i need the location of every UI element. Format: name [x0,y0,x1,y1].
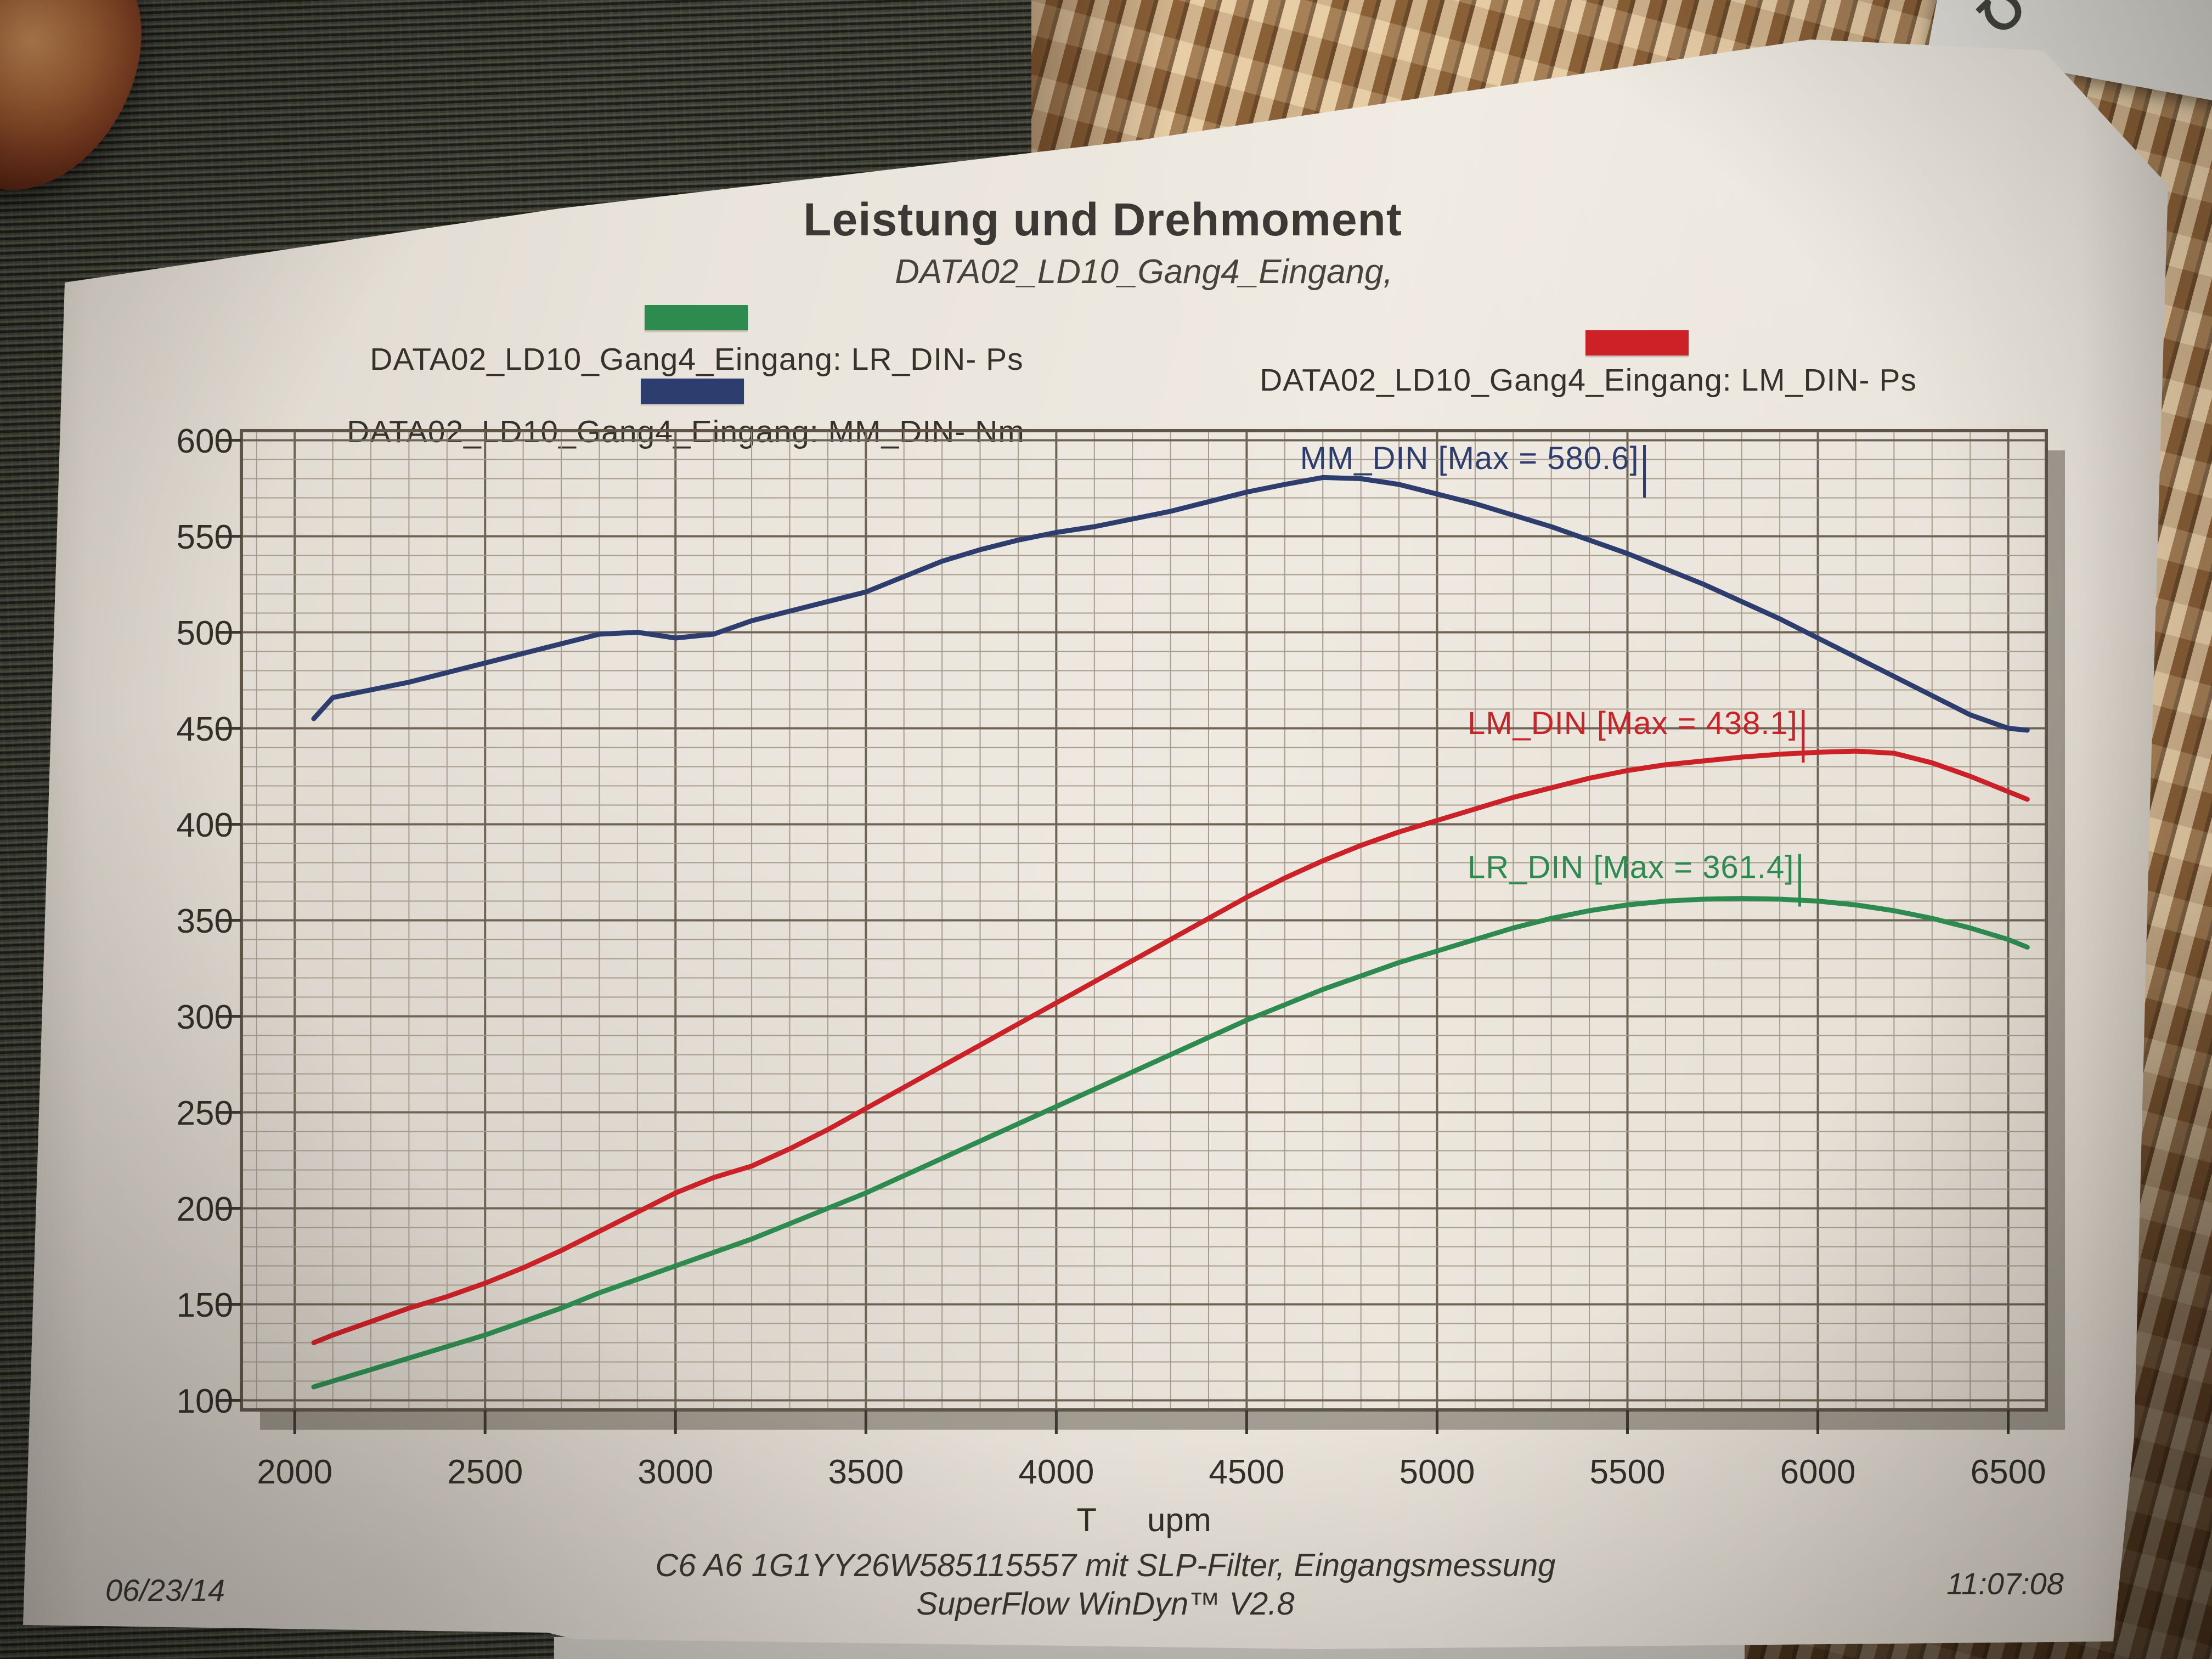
x-tick-label: 6500 [1970,1453,2046,1491]
dyno-curves-grid: MM_DIN [Max = 580.6] LM_DIN [Max = 438.1]… [218,429,2048,1434]
y-tick-label: 350 [176,902,233,940]
x-tick-label: 4500 [1209,1453,1285,1491]
legend-swatch-lr-din [645,305,748,330]
x-axis-title: T upm [1076,1501,1211,1539]
y-tick-label: 600 [176,422,233,460]
date-stamp: 06/23/14 [105,1573,225,1607]
time-stamp: 11:07:08 [1946,1566,2064,1601]
y-tick-label: 500 [176,614,233,652]
y-tick-label: 200 [176,1190,233,1228]
legend-label-lm-din: DATA02_LD10_Gang4_Eingang: LM_DIN- Ps [1260,363,1917,398]
x-tick-label: 5500 [1589,1453,1666,1491]
svg-text:LR_DIN [Max = 361.4]: LR_DIN [Max = 361.4] [1468,850,1794,885]
x-tick-label: 4000 [1018,1453,1094,1491]
legend-label-lr-din: DATA02_LD10_Gang4_Eingang: LR_DIN- Ps [370,342,1024,377]
y-tick-label: 250 [176,1094,233,1132]
svg-text:LM_DIN [Max = 438.1]: LM_DIN [Max = 438.1] [1468,706,1798,741]
x-tick-label: 3000 [637,1453,714,1491]
x-tick-label: 6000 [1780,1453,1856,1491]
plot-area: MM_DIN [Max = 580.6] LM_DIN [Max = 438.1]… [218,429,2048,1434]
x-tick-label: 2000 [257,1453,333,1491]
y-tick-label: 550 [176,518,233,556]
y-tick-label: 400 [176,806,233,844]
legend-swatch-lm-din [1585,330,1689,356]
x-tick-label: 2500 [447,1453,523,1491]
y-tick-label: 300 [176,998,233,1036]
x-axis-unit: upm [1147,1502,1211,1538]
chart-title: Leistung und Drehmoment [803,194,1402,245]
x-tick-label: 3500 [828,1453,904,1491]
scrap-mark-glyph: ℧ [1969,0,2036,45]
caption-software: SuperFlow WinDyn™ V2.8 [916,1586,1295,1622]
y-tick-label: 100 [176,1382,233,1420]
x-axis-symbol: T [1076,1502,1097,1538]
y-tick-label: 450 [176,710,233,748]
chart-subtitle: DATA02_LD10_Gang4_Eingang, [895,253,1393,291]
y-tick-label: 150 [176,1286,233,1324]
x-tick-label: 5000 [1399,1453,1475,1491]
legend-swatch-mm-din [641,379,744,404]
svg-text:MM_DIN [Max = 580.6]: MM_DIN [Max = 580.6] [1300,441,1639,476]
caption-vehicle: C6 A6 1G1YY26W585115557 mit SLP-Filter, … [655,1548,1556,1583]
